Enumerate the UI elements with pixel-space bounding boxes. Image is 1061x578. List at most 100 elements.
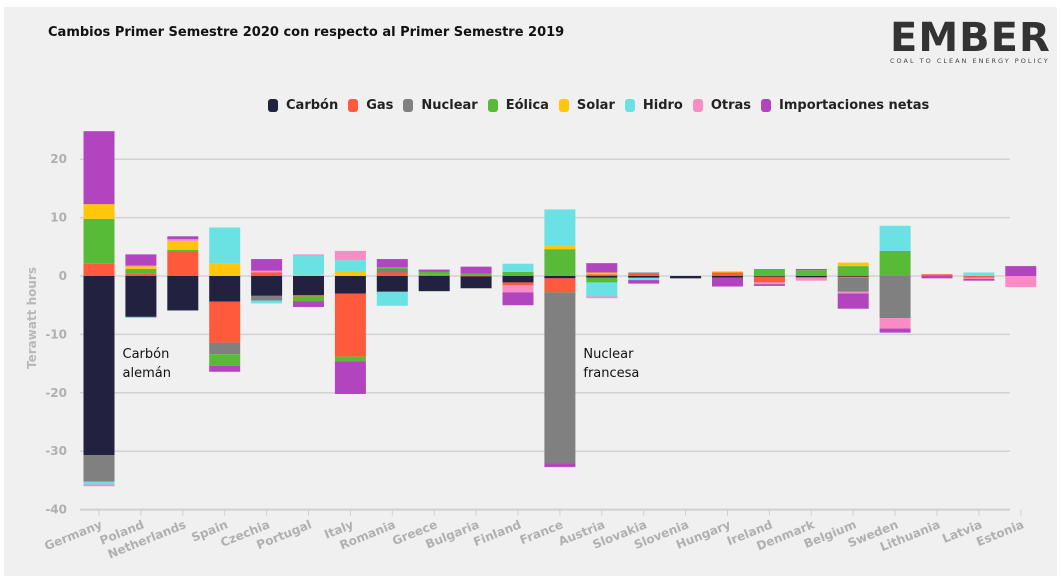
bar-segment (293, 255, 324, 275)
bar-segment (83, 481, 115, 485)
bar-segment (418, 271, 450, 275)
legend-item[interactable]: Gas (348, 98, 393, 113)
bar-segment (628, 273, 660, 276)
bar-segment (544, 463, 576, 467)
bar-segment (712, 271, 743, 273)
bar-segment (963, 277, 995, 279)
legend-item[interactable]: Carbón (268, 98, 338, 113)
bar-segment (376, 276, 408, 292)
bar-segment (460, 273, 492, 276)
y-tick-label: -10 (45, 327, 67, 341)
bar-segment (334, 361, 366, 394)
legend-swatch (348, 99, 359, 112)
bar-segment (167, 251, 199, 276)
bar-segment (334, 276, 366, 294)
bar-segment (251, 276, 283, 296)
bar-segment (544, 249, 576, 276)
bar-segment (670, 276, 702, 279)
bar-segment (963, 272, 995, 276)
legend-swatch (268, 99, 278, 112)
chart-title: Cambios Primer Semestre 2020 con respect… (48, 25, 565, 40)
bar-segment (125, 265, 157, 267)
bar-segment (753, 284, 785, 286)
bar-segment (418, 276, 450, 292)
bar-segment (628, 276, 660, 278)
annotation-text: Nuclear (583, 347, 634, 362)
bar-segment (167, 240, 199, 250)
bar-segment (167, 236, 199, 240)
x-tick-label: France (518, 517, 565, 547)
legend-label: Carbón (286, 98, 339, 113)
bar-segment (837, 262, 869, 267)
bar-segment (544, 278, 576, 293)
bar-segment (125, 276, 157, 317)
legend-swatch (558, 99, 569, 112)
bar-segment (502, 271, 534, 276)
bar-segment (83, 131, 115, 205)
bar-segment (837, 293, 869, 309)
bar-segment (879, 328, 911, 333)
legend-label: Gas (366, 98, 394, 113)
bar-segment (1005, 266, 1037, 276)
legend-item[interactable]: Hidro (624, 98, 683, 113)
legend-label: Solar (576, 98, 615, 113)
bar-segment (502, 292, 534, 306)
bar-segment (544, 209, 576, 246)
bar-segment (209, 365, 241, 372)
bar-segment (586, 272, 618, 275)
legend-swatch (692, 99, 703, 112)
bar-segment (209, 354, 241, 366)
legend-item[interactable]: Importaciones netas (761, 98, 929, 113)
legend-item[interactable]: Solar (558, 98, 615, 113)
bar-segment (795, 277, 827, 279)
bar-segment (209, 301, 241, 343)
legend-label: Hidro (642, 98, 683, 113)
legend-item[interactable]: Eólica (487, 98, 549, 113)
bar-segment (753, 276, 785, 277)
bar-segment (628, 277, 660, 281)
bar-segment (83, 263, 115, 276)
bar-segment (502, 282, 534, 286)
legend-swatch (761, 99, 772, 112)
bar-segment (837, 276, 869, 278)
legend-item[interactable]: Nuclear (403, 98, 478, 113)
bar-segment (376, 291, 408, 306)
bar-segment (83, 204, 115, 219)
bar-segment (586, 274, 618, 276)
y-tick-label: -30 (45, 444, 67, 458)
bar-segment (502, 276, 534, 283)
bar-segment (795, 270, 827, 276)
bar-segment (251, 295, 283, 301)
bar-segment (837, 291, 869, 294)
bar-segment (921, 276, 953, 279)
bar-segment (209, 263, 241, 276)
bar-segment (125, 266, 157, 269)
chart-legend: Carbón Gas Nuclear Eólica Solar Hidro Otras Imp… (268, 98, 939, 113)
bar-segment (753, 268, 785, 276)
bar-segment (544, 245, 576, 250)
bar-segment (209, 227, 241, 264)
bar-segment (418, 269, 450, 272)
bar-segment (293, 274, 324, 276)
y-tick-label: 10 (50, 211, 67, 225)
bar-segment (502, 285, 534, 293)
logo-wordmark: EMBER (890, 15, 1051, 61)
bar-segment (125, 254, 157, 266)
bar-segment (167, 239, 199, 241)
legend-item[interactable]: Otras (692, 98, 751, 113)
bar-segment (376, 267, 408, 269)
bar-segment (251, 272, 283, 276)
bar-segment (502, 263, 534, 272)
bar-segment (251, 300, 283, 304)
ember-logo: EMBER COAL TO CLEAN ENERGY POLICY (890, 18, 1050, 68)
x-tick-label: Germany (42, 517, 104, 553)
bar-segment (376, 272, 408, 276)
bar-segment (83, 276, 115, 456)
bar-segment (418, 274, 450, 276)
annotation-text: francesa (583, 366, 639, 381)
bar-segment (167, 276, 199, 311)
bar-segment (125, 316, 157, 319)
bar-segment (712, 277, 743, 287)
logo-tagline: COAL TO CLEAN ENERGY POLICY (890, 57, 1050, 65)
